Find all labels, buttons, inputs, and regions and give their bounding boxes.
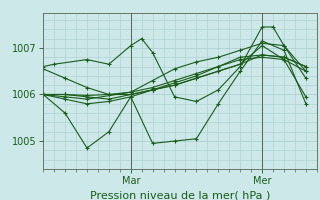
X-axis label: Pression niveau de la mer( hPa ): Pression niveau de la mer( hPa )	[90, 190, 270, 200]
